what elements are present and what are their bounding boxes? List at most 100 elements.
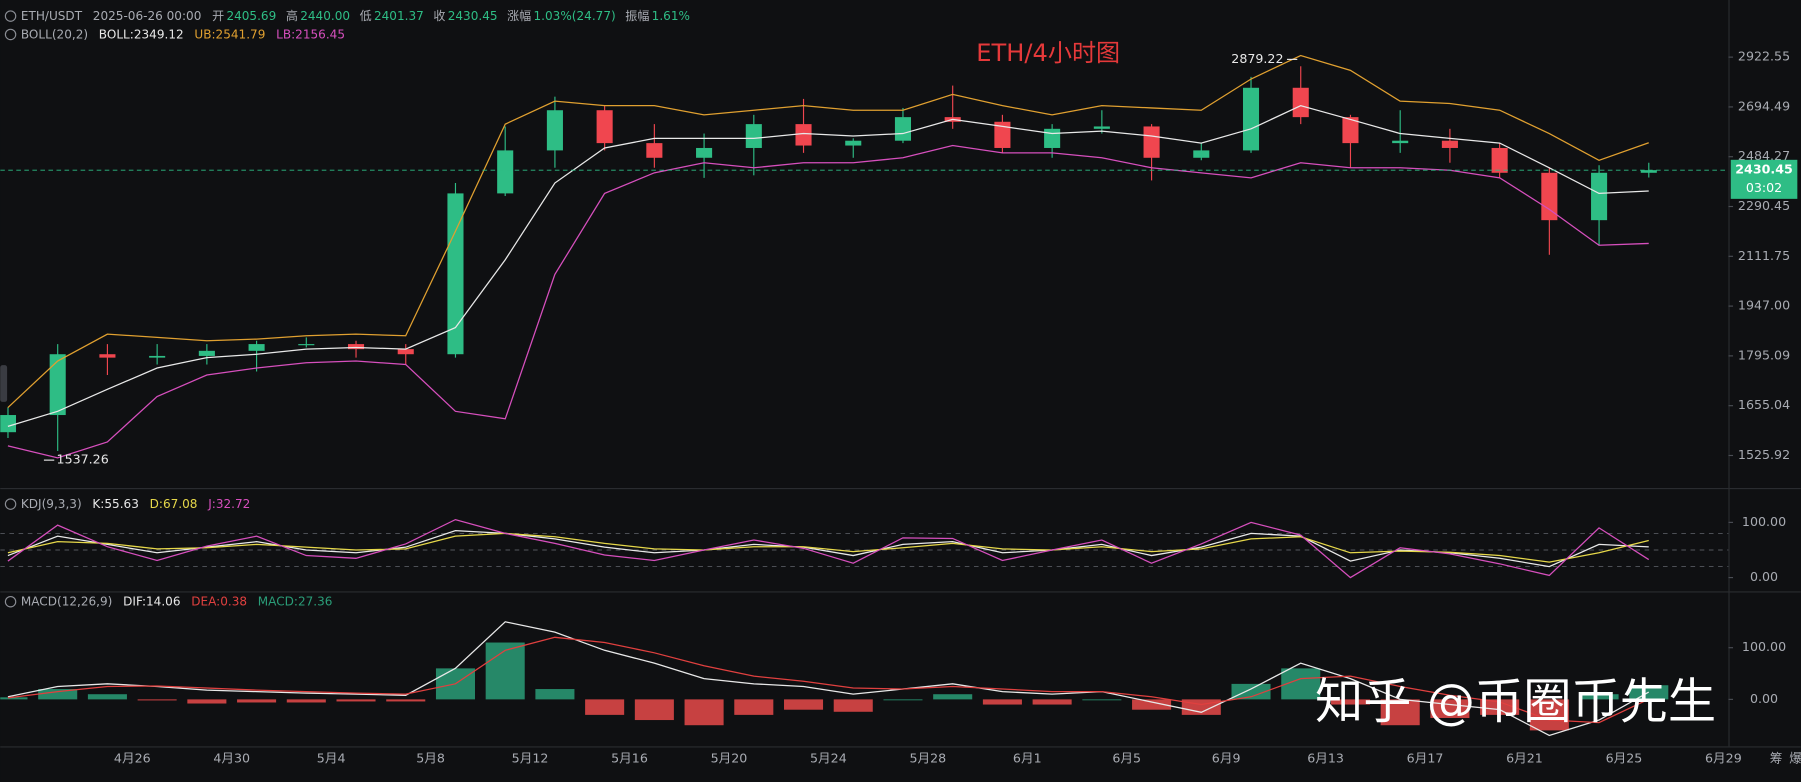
y-tick-label: 1655.04 bbox=[1738, 397, 1790, 412]
histogram-bar bbox=[1480, 699, 1520, 715]
symbol-icon[interactable] bbox=[4, 10, 17, 22]
histogram-bar bbox=[1579, 694, 1619, 700]
legend-name: K: bbox=[92, 497, 104, 511]
histogram-bar bbox=[386, 699, 426, 702]
indicator-line bbox=[7, 636, 1650, 724]
histogram-bar bbox=[734, 699, 774, 715]
legend-value: 2156.45 bbox=[295, 27, 345, 41]
histogram-bar bbox=[833, 699, 873, 712]
candle-body bbox=[1541, 172, 1558, 221]
last-price-box bbox=[1730, 159, 1798, 199]
x-tick-label: 4月30 bbox=[213, 751, 250, 766]
histogram-bar bbox=[933, 694, 973, 700]
candle-body bbox=[696, 147, 713, 158]
x-tick-label: 5月16 bbox=[611, 751, 648, 766]
candle-body bbox=[447, 193, 464, 355]
y-tick-label: 2290.45 bbox=[1738, 198, 1790, 213]
y-tick-label: 0.00 bbox=[1750, 691, 1778, 706]
y-tick-label: 1795.09 bbox=[1738, 347, 1790, 362]
candle-body bbox=[1491, 147, 1508, 173]
histogram-bar bbox=[1380, 699, 1420, 726]
candle-body bbox=[1342, 117, 1359, 144]
field-label: 高 bbox=[286, 8, 298, 23]
legend-value: 14.06 bbox=[146, 594, 181, 608]
indicator-legend: MACD(12,26,9) DIF:14.06 DEA:0.38 MACD:27… bbox=[21, 594, 333, 608]
field-value: 2401.37 bbox=[374, 9, 424, 23]
legend-value: 67.08 bbox=[163, 497, 197, 511]
legend-value: 27.36 bbox=[298, 594, 333, 608]
histogram-bar bbox=[535, 689, 575, 700]
y-tick-label: 1525.92 bbox=[1738, 447, 1790, 462]
x-tick-label: 6月17 bbox=[1407, 751, 1444, 766]
field-value: 2430.45 bbox=[448, 9, 498, 23]
candle-body bbox=[497, 150, 514, 194]
indicator-line bbox=[7, 54, 1649, 408]
field-value: 2405.69 bbox=[226, 9, 276, 23]
side-tab[interactable] bbox=[0, 365, 8, 402]
last-price-label: 2430.45 bbox=[1735, 162, 1793, 177]
candle-body bbox=[149, 355, 166, 358]
indicator-icon[interactable] bbox=[4, 28, 17, 41]
candle-body bbox=[298, 344, 315, 346]
symbol: ETH/USDT bbox=[21, 9, 83, 23]
x-tick-label: 6月25 bbox=[1606, 751, 1643, 766]
candle-body bbox=[1193, 150, 1210, 158]
x-tick-label: 4月26 bbox=[114, 751, 151, 766]
legend-name: MACD: bbox=[258, 594, 298, 608]
candle-body bbox=[646, 143, 663, 158]
candle-body bbox=[1441, 140, 1458, 148]
indicator-icon[interactable] bbox=[4, 595, 17, 608]
legend-name: BOLL: bbox=[99, 27, 134, 41]
histogram-bar bbox=[237, 699, 277, 703]
legend-value: 32.72 bbox=[216, 497, 250, 511]
y-tick-label: 2484.27 bbox=[1738, 148, 1790, 163]
histogram-bar bbox=[187, 699, 227, 704]
indicator-legend: BOLL(20,2) BOLL:2349.12 UB:2541.79 LB:21… bbox=[21, 27, 345, 41]
candle-body bbox=[845, 140, 862, 146]
toolbar-button[interactable]: 爆 bbox=[1789, 751, 1801, 766]
field-label: 涨幅 bbox=[507, 8, 531, 23]
legend-name: UB: bbox=[194, 27, 215, 41]
indicator-legend: KDJ(9,3,3) K:55.63 D:67.08 J:32.72 bbox=[21, 497, 250, 511]
indicator-line bbox=[7, 144, 1649, 459]
indicator-line bbox=[7, 104, 1649, 427]
histogram-bar bbox=[1132, 699, 1172, 710]
x-tick-label: 5月4 bbox=[317, 751, 346, 766]
candle-body bbox=[0, 415, 17, 433]
candle-body bbox=[745, 124, 762, 148]
x-tick-label: 6月21 bbox=[1506, 751, 1543, 766]
low-annotation: 1537.26 bbox=[57, 452, 109, 467]
y-tick-label: 2111.75 bbox=[1738, 248, 1790, 263]
candle-body bbox=[198, 350, 215, 356]
plot-area bbox=[0, 54, 1729, 737]
indicator-name: MACD(12,26,9) bbox=[21, 594, 113, 608]
indicator-icon[interactable] bbox=[4, 498, 17, 510]
histogram-bar bbox=[137, 699, 177, 701]
candle-body bbox=[1292, 87, 1309, 118]
y-tick-label: 100.00 bbox=[1742, 514, 1786, 529]
candle-body bbox=[49, 354, 66, 416]
legend-name: DEA: bbox=[191, 594, 220, 608]
candle-body bbox=[1044, 128, 1061, 148]
histogram-bar bbox=[585, 699, 625, 715]
indicator-name: BOLL(20,2) bbox=[21, 27, 88, 41]
candle-body bbox=[397, 349, 414, 355]
legend-name: J: bbox=[207, 497, 216, 511]
candle-body bbox=[596, 110, 613, 144]
field-label: 低 bbox=[360, 9, 372, 23]
candle-body bbox=[546, 110, 563, 151]
toolbar-button[interactable]: 筹 bbox=[1770, 751, 1783, 766]
histogram-bar bbox=[38, 689, 78, 700]
field-label: 振幅 bbox=[625, 8, 649, 23]
histogram-bar bbox=[1330, 699, 1370, 705]
histogram-bar bbox=[1231, 683, 1271, 700]
chart-title: ETH/4小时图 bbox=[976, 39, 1120, 67]
candle-body bbox=[1591, 172, 1608, 221]
candle-body bbox=[894, 117, 912, 141]
candle-body bbox=[994, 121, 1011, 148]
legend-name: D: bbox=[150, 497, 163, 511]
x-tick-label: 5月12 bbox=[512, 751, 549, 766]
x-tick-label: 6月29 bbox=[1705, 751, 1742, 766]
x-tick-label: 6月13 bbox=[1307, 751, 1344, 766]
